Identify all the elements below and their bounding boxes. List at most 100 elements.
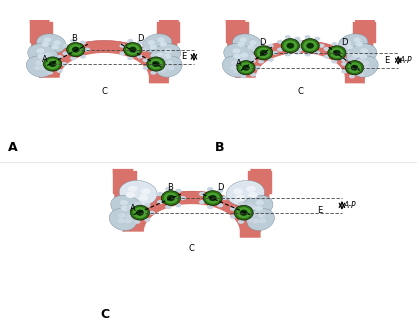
Ellipse shape <box>136 210 144 216</box>
Text: C: C <box>189 244 195 253</box>
Ellipse shape <box>143 34 172 53</box>
Ellipse shape <box>156 52 164 58</box>
Ellipse shape <box>151 71 156 75</box>
Ellipse shape <box>348 63 361 73</box>
Ellipse shape <box>239 38 247 42</box>
Ellipse shape <box>345 61 364 75</box>
Ellipse shape <box>304 52 311 56</box>
Ellipse shape <box>349 74 355 78</box>
Ellipse shape <box>47 53 53 57</box>
Ellipse shape <box>230 65 237 70</box>
Ellipse shape <box>258 42 264 46</box>
Ellipse shape <box>314 37 320 41</box>
Ellipse shape <box>165 205 171 209</box>
Ellipse shape <box>324 47 330 51</box>
Ellipse shape <box>141 48 147 52</box>
Ellipse shape <box>297 48 303 52</box>
Polygon shape <box>236 40 365 83</box>
Ellipse shape <box>351 65 358 71</box>
Text: A: A <box>8 141 18 154</box>
Ellipse shape <box>224 44 254 65</box>
Ellipse shape <box>235 194 245 201</box>
Ellipse shape <box>166 60 173 65</box>
Ellipse shape <box>120 200 128 205</box>
Ellipse shape <box>254 46 273 60</box>
Ellipse shape <box>233 188 243 195</box>
Ellipse shape <box>359 59 364 63</box>
Ellipse shape <box>39 66 45 70</box>
Ellipse shape <box>36 48 45 53</box>
Ellipse shape <box>328 46 346 60</box>
Ellipse shape <box>126 206 132 211</box>
Ellipse shape <box>72 47 80 52</box>
Ellipse shape <box>333 50 341 56</box>
Ellipse shape <box>207 205 213 209</box>
Ellipse shape <box>167 65 174 70</box>
Ellipse shape <box>359 54 367 59</box>
Text: C: C <box>101 87 107 96</box>
Ellipse shape <box>254 66 261 70</box>
Text: E: E <box>317 206 322 214</box>
Ellipse shape <box>47 71 53 75</box>
Ellipse shape <box>199 192 205 196</box>
Ellipse shape <box>260 50 267 56</box>
Ellipse shape <box>294 37 301 41</box>
Ellipse shape <box>49 61 56 67</box>
Ellipse shape <box>237 65 244 70</box>
Text: B: B <box>215 141 224 154</box>
Ellipse shape <box>277 40 283 44</box>
Ellipse shape <box>252 211 259 215</box>
Ellipse shape <box>35 60 43 65</box>
Ellipse shape <box>163 54 171 59</box>
Ellipse shape <box>341 62 347 66</box>
Ellipse shape <box>137 54 143 59</box>
Ellipse shape <box>349 57 355 61</box>
Ellipse shape <box>128 204 136 210</box>
Ellipse shape <box>285 35 291 39</box>
Ellipse shape <box>70 56 76 60</box>
Ellipse shape <box>70 39 76 43</box>
Ellipse shape <box>84 48 90 52</box>
Ellipse shape <box>148 40 155 45</box>
Ellipse shape <box>127 56 133 60</box>
Ellipse shape <box>332 42 337 46</box>
Text: D: D <box>137 34 143 43</box>
Ellipse shape <box>119 180 157 206</box>
Ellipse shape <box>250 47 256 51</box>
Ellipse shape <box>332 59 337 64</box>
Ellipse shape <box>236 207 251 218</box>
Ellipse shape <box>341 58 347 62</box>
Ellipse shape <box>37 54 45 59</box>
Text: B: B <box>72 34 78 43</box>
Ellipse shape <box>268 44 274 48</box>
Ellipse shape <box>119 52 126 55</box>
Ellipse shape <box>314 51 320 55</box>
Text: C: C <box>297 87 303 96</box>
Text: A-P: A-P <box>399 56 412 65</box>
Ellipse shape <box>306 43 314 49</box>
Ellipse shape <box>239 63 253 73</box>
Ellipse shape <box>126 192 136 198</box>
Ellipse shape <box>43 38 51 42</box>
Ellipse shape <box>241 195 273 218</box>
Text: A: A <box>130 204 135 213</box>
Ellipse shape <box>259 218 266 223</box>
Ellipse shape <box>217 189 224 193</box>
Polygon shape <box>123 191 261 238</box>
Ellipse shape <box>143 66 149 70</box>
Ellipse shape <box>341 44 347 48</box>
Ellipse shape <box>137 40 143 45</box>
Ellipse shape <box>324 55 330 59</box>
Ellipse shape <box>61 62 67 66</box>
Polygon shape <box>40 40 169 83</box>
Ellipse shape <box>203 191 222 205</box>
Ellipse shape <box>258 59 264 64</box>
Ellipse shape <box>206 192 220 203</box>
Polygon shape <box>113 169 133 203</box>
Ellipse shape <box>319 44 324 48</box>
Ellipse shape <box>357 65 364 70</box>
Ellipse shape <box>46 59 59 69</box>
Ellipse shape <box>344 40 351 45</box>
Ellipse shape <box>363 66 369 70</box>
Ellipse shape <box>222 56 249 77</box>
